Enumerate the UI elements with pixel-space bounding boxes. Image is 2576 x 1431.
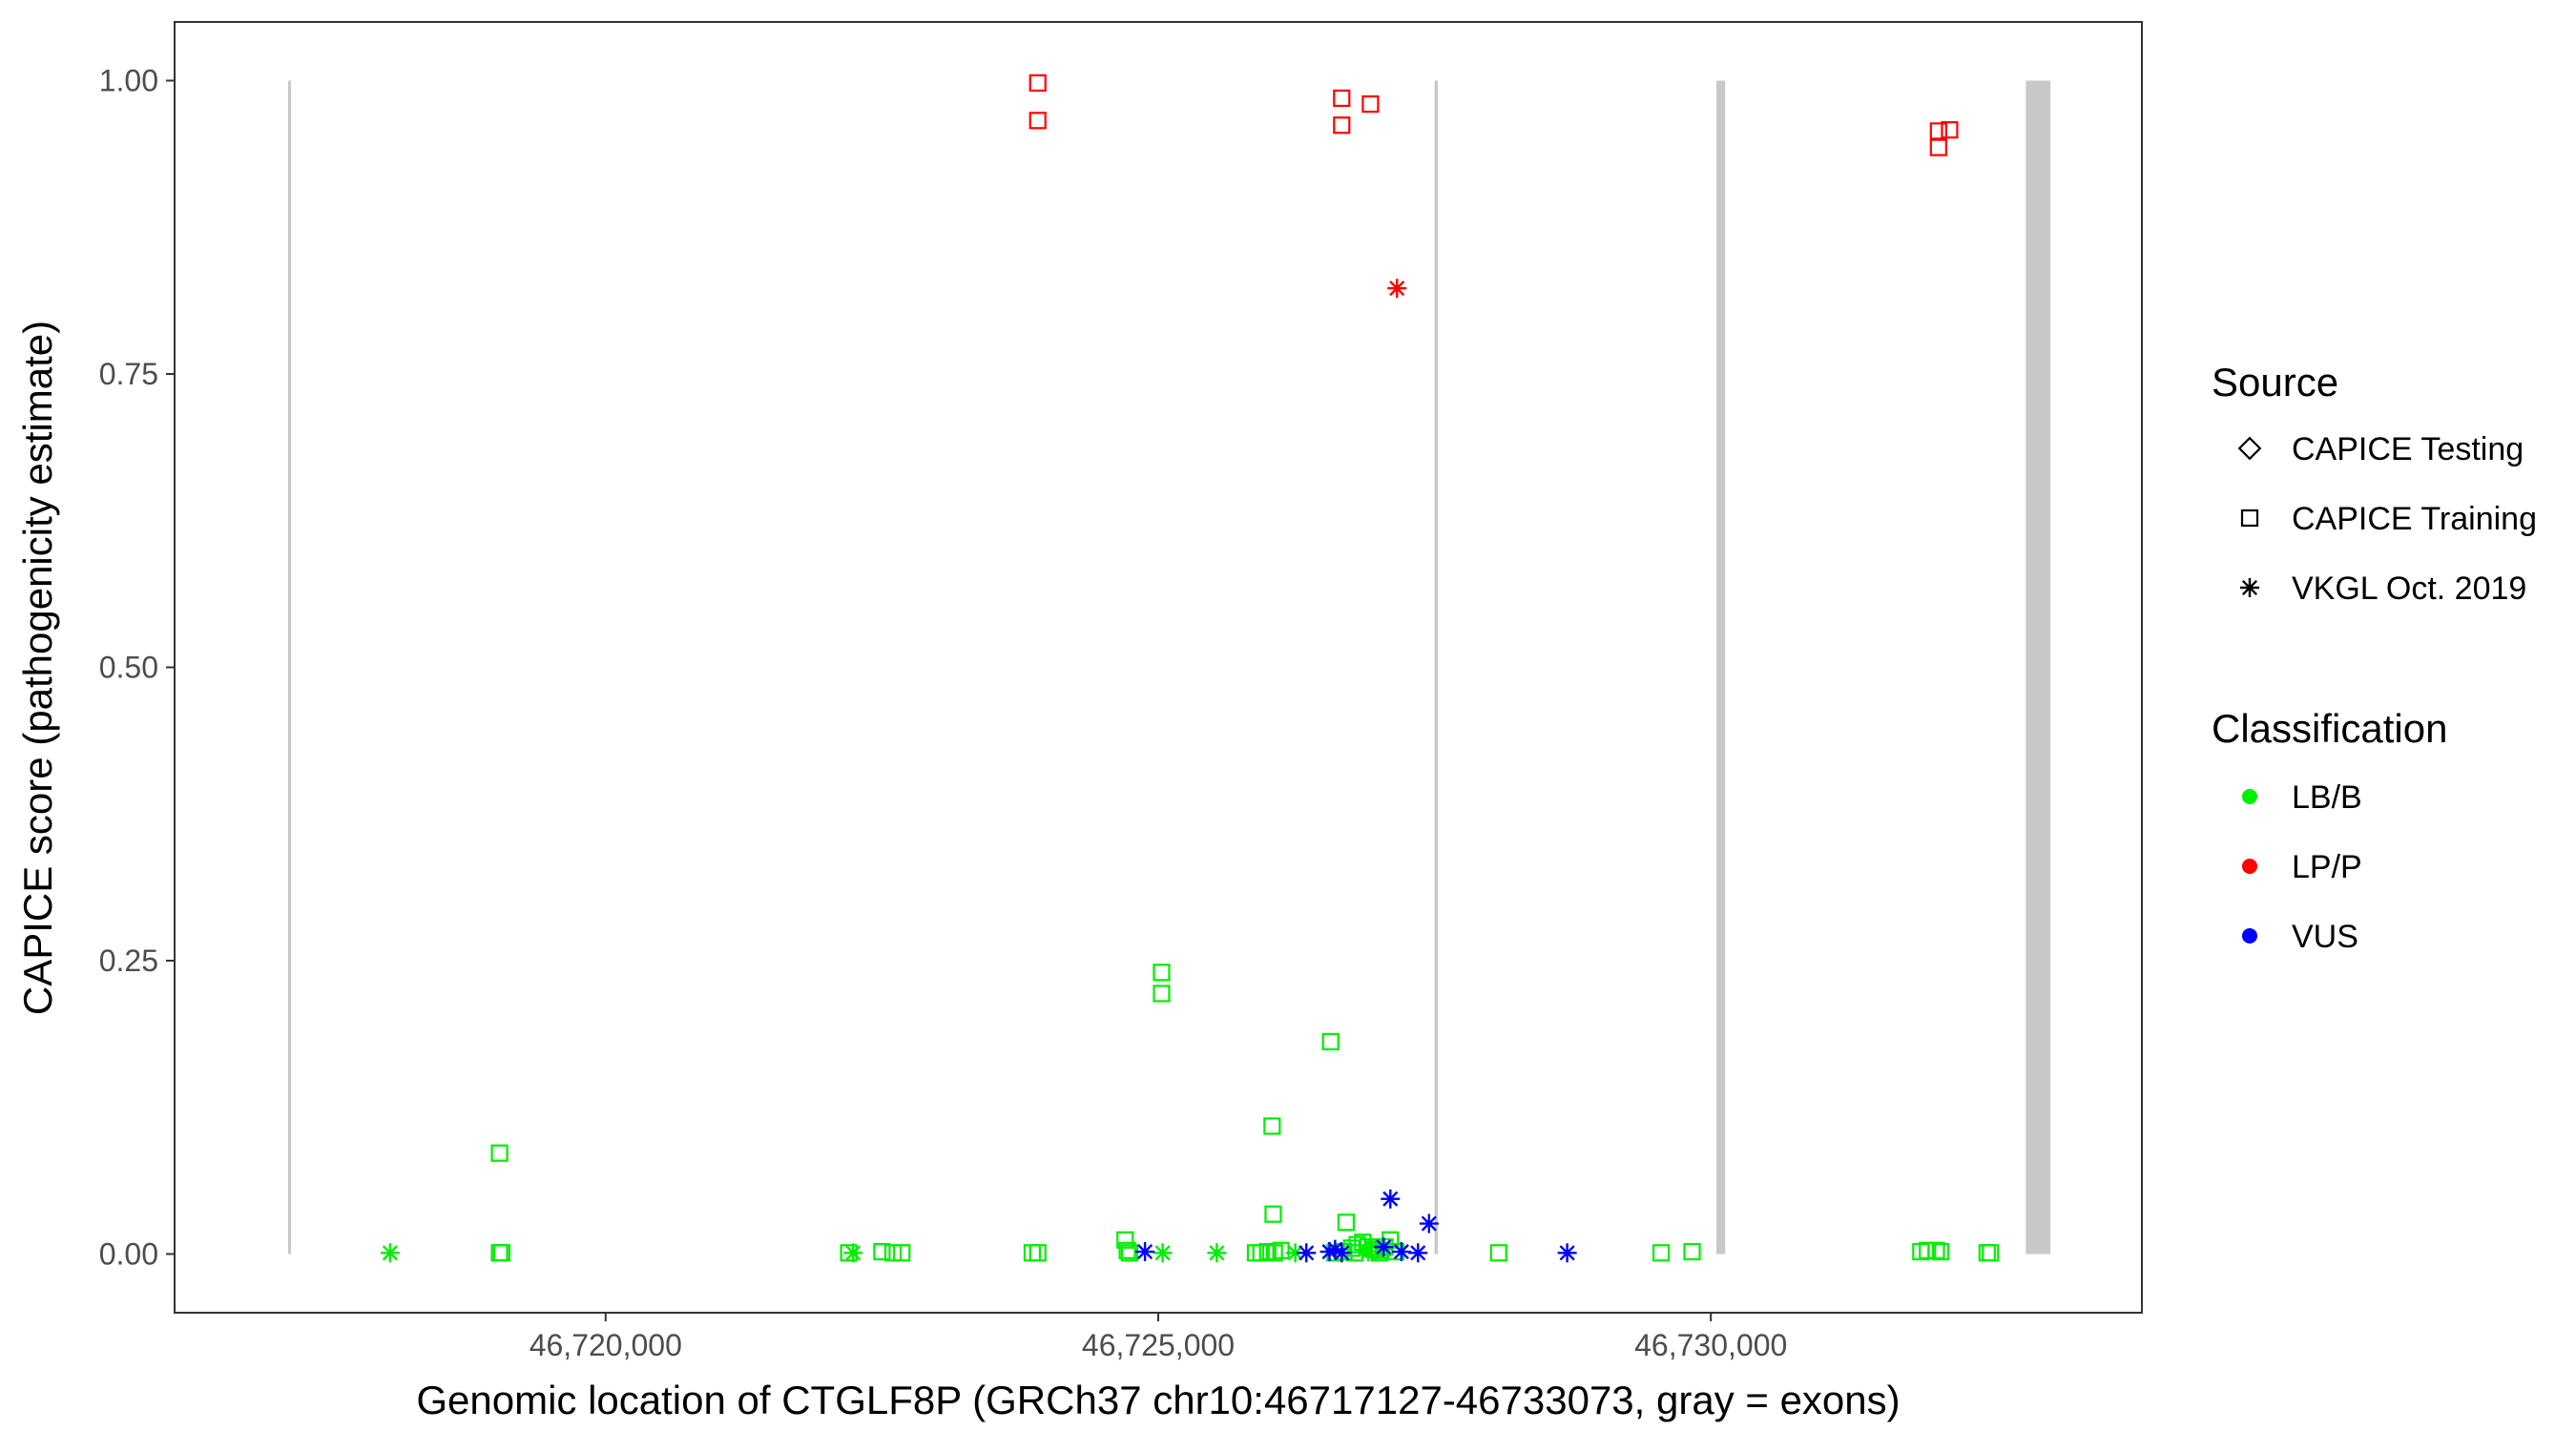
data-point: [883, 1244, 903, 1262]
data-point: [1489, 1244, 1507, 1262]
x-axis: 46,720,000 46,725,000 46,730,000: [530, 1313, 1787, 1362]
exon-bands: [287, 80, 2051, 1255]
legend-item-label: CAPICE Training: [2292, 501, 2537, 537]
legend-key-dot: [2242, 789, 2257, 804]
data-point: [1272, 1241, 1290, 1259]
data-point: [1153, 1243, 1173, 1263]
data-point: [1361, 94, 1380, 114]
data-point: [1982, 1244, 2000, 1262]
y-tick-label: 0.50: [99, 651, 158, 685]
data-point: [1116, 1231, 1134, 1249]
y-tick-label: 0.00: [99, 1237, 158, 1272]
data-point: [1929, 122, 1947, 140]
data-point: [1391, 1242, 1411, 1262]
data-point: [1408, 1243, 1428, 1263]
data-point: [1941, 121, 1959, 139]
data-point: [1120, 1244, 1138, 1262]
data-point: [1264, 1205, 1282, 1223]
data-point: [1028, 73, 1047, 93]
data-point: [1374, 1237, 1394, 1257]
legend-title: Source: [2212, 360, 2338, 404]
legend-key-square: [2240, 508, 2259, 528]
data-point: [1419, 1213, 1439, 1234]
exon-band: [2025, 80, 2051, 1255]
data-point: [1652, 1244, 1671, 1262]
data-point: [1153, 964, 1171, 982]
y-tick-label: 0.25: [99, 944, 158, 978]
data-point: [1028, 1244, 1047, 1262]
y-axis-title: CAPICE score (pathogenicity estimate): [15, 321, 60, 1015]
data-point: [1135, 1242, 1155, 1262]
y-tick-label: 1.00: [99, 64, 158, 98]
legend-item-label: CAPICE Testing: [2292, 431, 2524, 467]
data-point: [1332, 1243, 1352, 1263]
data-point: [492, 1244, 510, 1262]
y-tick-label: 0.75: [99, 357, 158, 391]
x-tick-label: 46,725,000: [1082, 1328, 1235, 1362]
legend-item-label: LB/B: [2292, 779, 2362, 816]
exon-band: [1434, 80, 1439, 1255]
data-point: [1919, 1241, 1937, 1259]
data-point: [1342, 1239, 1361, 1257]
data-point: [843, 1243, 863, 1263]
data-points: [380, 73, 2000, 1263]
legend-item-label: LP/P: [2292, 849, 2362, 885]
data-point: [1387, 279, 1407, 299]
data-point: [1297, 1243, 1317, 1263]
data-point: [1263, 1117, 1281, 1135]
data-point: [490, 1144, 509, 1162]
x-tick-label: 46,720,000: [530, 1328, 682, 1362]
data-point: [1028, 112, 1047, 130]
legend-item-label: VKGL Oct. 2019: [2292, 570, 2526, 607]
legend-item-label: VUS: [2292, 919, 2358, 955]
data-point: [1321, 1032, 1340, 1050]
legend-key-diamond: [2237, 436, 2262, 461]
data-point: [1557, 1243, 1577, 1263]
exon-band: [1716, 80, 1726, 1255]
legend: Source CAPICE Testing CAPICE Training VKGL …: [2212, 360, 2537, 955]
data-point: [1932, 1242, 1950, 1261]
y-axis: 0.00 0.25 0.50 0.75 1.00: [99, 64, 175, 1272]
data-point: [1333, 89, 1351, 108]
exon-band: [287, 80, 291, 1255]
data-point: [873, 1242, 891, 1261]
x-tick-label: 46,730,000: [1634, 1328, 1787, 1362]
data-point: [1683, 1242, 1701, 1261]
data-point: [1927, 1241, 1945, 1259]
legend-title: Classification: [2212, 706, 2447, 751]
data-point: [893, 1244, 911, 1262]
data-point: [1333, 116, 1351, 135]
legend-key-asterisk: [2240, 578, 2259, 597]
legend-key-dot: [2242, 859, 2257, 874]
data-point: [1381, 1189, 1401, 1209]
data-point: [1325, 1239, 1345, 1259]
data-point: [1207, 1243, 1227, 1263]
data-point: [1118, 1241, 1136, 1259]
data-point: [1319, 1242, 1340, 1262]
x-axis-title: Genomic location of CTGLF8P (GRCh37 chr1…: [416, 1378, 1900, 1422]
data-point: [1337, 1213, 1356, 1232]
data-point: [380, 1243, 400, 1263]
data-point: [1285, 1243, 1305, 1263]
legend-key-dot: [2242, 928, 2257, 944]
data-point: [1359, 1242, 1379, 1262]
data-point: [1929, 138, 1947, 156]
data-point: [1153, 985, 1171, 1003]
